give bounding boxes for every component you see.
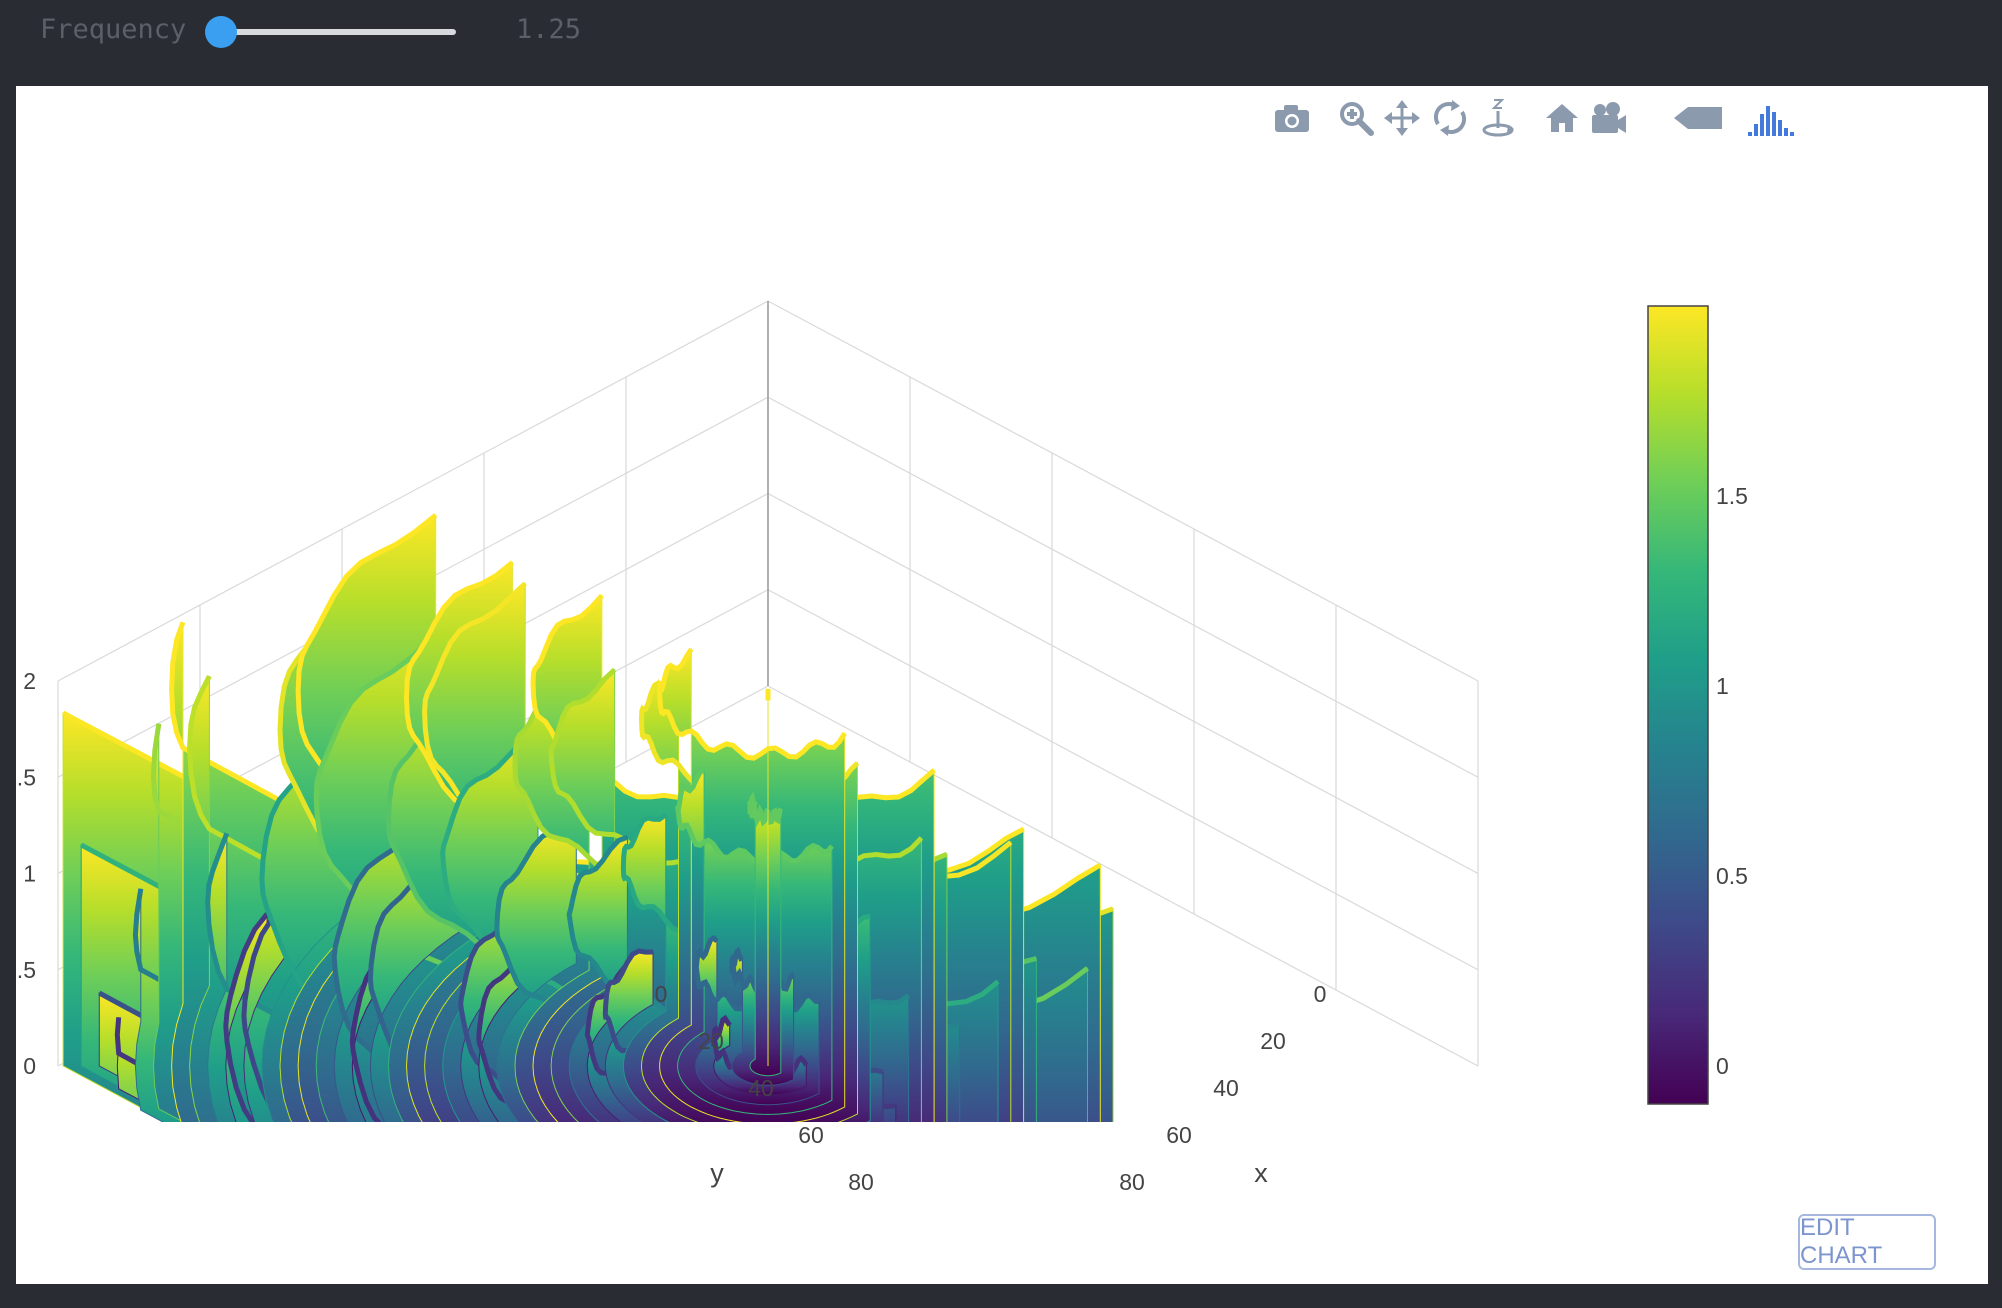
plot-panel: 00.511.52z020406080020406080yx 00.511.5 <box>16 86 1988 1284</box>
controls-bar: Frequency 1.25 <box>0 0 2002 86</box>
frequency-slider-track[interactable] <box>222 29 456 35</box>
colorbar <box>1648 306 1708 1104</box>
x-tick-label: 20 <box>1260 1028 1286 1054</box>
edit-chart-button[interactable]: EDIT CHART <box>1798 1214 1936 1270</box>
turntable-rotation-icon[interactable] <box>1478 98 1518 138</box>
modebar <box>16 86 1988 146</box>
x-tick-label: 0 <box>1314 981 1327 1007</box>
y-axis-title: y <box>710 1158 724 1188</box>
colorbar-tick-label: 0 <box>1716 1053 1729 1079</box>
x-tick-label: 60 <box>1166 1122 1192 1148</box>
x-axis-title: x <box>1254 1158 1268 1188</box>
plotly-logo-icon[interactable] <box>1746 98 1798 138</box>
y-tick-label: 20 <box>698 1028 724 1054</box>
z-tick-label: 1.5 <box>16 764 36 790</box>
home-icon[interactable] <box>1542 98 1582 138</box>
camera-icon[interactable] <box>1272 98 1312 138</box>
pan-icon[interactable] <box>1382 98 1422 138</box>
x-tick-label: 40 <box>1213 1075 1239 1101</box>
orbit-rotation-icon[interactable] <box>1430 98 1470 138</box>
z-tick-label: 1 <box>23 861 36 887</box>
z-tick-label: 0.5 <box>16 957 36 983</box>
colorbar-tick-label: 1.5 <box>1716 483 1748 509</box>
frequency-value: 1.25 <box>516 14 581 45</box>
y-tick-label: 40 <box>748 1075 774 1101</box>
z-tick-label: 2 <box>23 668 36 694</box>
z-tick-label: 0 <box>23 1053 36 1079</box>
colorbar-tick-label: 1 <box>1716 673 1729 699</box>
frequency-slider-handle[interactable] <box>205 16 237 48</box>
y-tick-label: 0 <box>655 981 668 1007</box>
colorbar-tick-label: 0.5 <box>1716 863 1748 889</box>
frequency-label: Frequency <box>40 14 186 45</box>
video-camera-icon[interactable] <box>1588 98 1628 138</box>
y-tick-label: 80 <box>848 1169 874 1195</box>
surface-plot[interactable]: 00.511.52z020406080020406080yx 00.511.5 <box>16 86 1988 1284</box>
zoom-icon[interactable] <box>1336 98 1376 138</box>
tag-icon[interactable] <box>1672 98 1724 138</box>
y-tick-label: 60 <box>798 1122 824 1148</box>
x-tick-label: 80 <box>1119 1169 1145 1195</box>
